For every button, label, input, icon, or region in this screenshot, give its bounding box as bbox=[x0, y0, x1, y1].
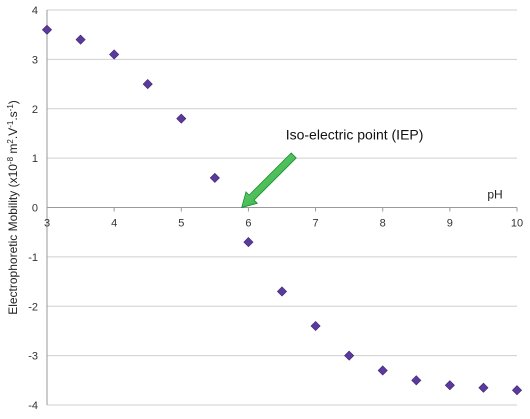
data-points bbox=[41, 24, 523, 396]
data-point bbox=[209, 172, 220, 183]
data-point bbox=[41, 24, 53, 35]
y-tick-label: -3 bbox=[28, 351, 38, 363]
x-tick-label: 10 bbox=[511, 218, 523, 230]
data-point bbox=[377, 365, 388, 376]
data-point bbox=[478, 382, 489, 393]
y-tick-label: 2 bbox=[32, 104, 38, 116]
y-tick-label: -1 bbox=[28, 252, 38, 264]
y-tick-label: 0 bbox=[32, 203, 38, 215]
y-axis-label: Electrophoretic Mobility (x10-8 m2.V-1.s… bbox=[6, 100, 20, 315]
y-tick-label: 1 bbox=[32, 153, 38, 165]
data-point bbox=[176, 113, 187, 124]
iep-arrow-icon bbox=[241, 152, 297, 209]
x-tick-label: 7 bbox=[313, 218, 319, 230]
x-tick-label: 8 bbox=[380, 218, 386, 230]
iep-annotation-label: Iso-electric point (IEP) bbox=[286, 127, 424, 143]
data-point bbox=[276, 286, 288, 297]
data-point bbox=[142, 79, 153, 90]
data-point bbox=[444, 380, 455, 391]
data-point bbox=[344, 350, 355, 361]
x-axis-label: pH bbox=[487, 188, 502, 202]
annotation: Iso-electric point (IEP) bbox=[241, 127, 424, 209]
data-point bbox=[511, 385, 523, 396]
data-point bbox=[411, 375, 422, 386]
data-point bbox=[75, 34, 86, 45]
data-point bbox=[109, 49, 120, 60]
axes bbox=[46, 10, 518, 405]
gridlines bbox=[47, 9, 517, 406]
x-tick-label: 9 bbox=[447, 218, 453, 230]
x-tick-label: 4 bbox=[111, 218, 117, 230]
x-tick-label: 3 bbox=[44, 218, 50, 230]
y-tick-label: -4 bbox=[28, 400, 38, 412]
x-tick-label: 5 bbox=[178, 218, 184, 230]
y-tick-label: 4 bbox=[32, 5, 38, 17]
data-point bbox=[243, 237, 254, 248]
y-tick-label: -2 bbox=[28, 301, 38, 313]
x-tick-label: 6 bbox=[245, 218, 251, 230]
y-tick-label: 3 bbox=[32, 54, 38, 66]
data-point bbox=[310, 320, 321, 332]
